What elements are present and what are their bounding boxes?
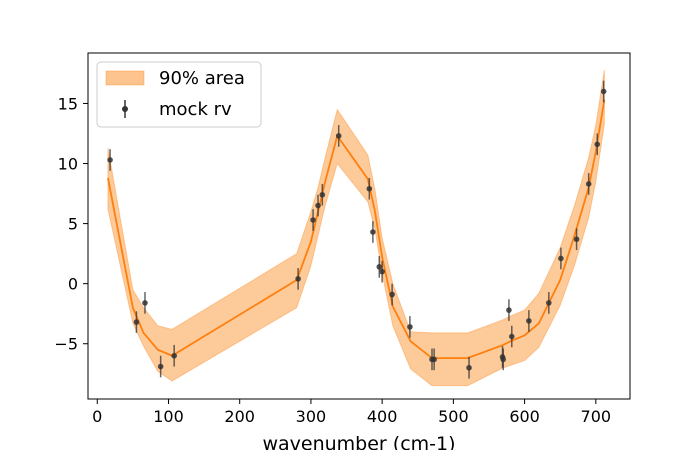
point-marker	[295, 276, 301, 282]
data-point	[370, 221, 376, 243]
point-marker	[315, 202, 321, 209]
data-point	[315, 194, 321, 217]
point-marker	[546, 300, 552, 306]
point-marker	[310, 217, 316, 223]
data-point	[600, 80, 607, 103]
x-tick-label: 300	[296, 407, 327, 426]
data-point	[142, 292, 148, 314]
y-axis: −5 0 5 10 15	[54, 94, 88, 354]
data-point	[500, 348, 507, 371]
y-tick-label: 10	[58, 155, 78, 174]
point-marker	[431, 356, 437, 363]
data-point	[508, 325, 515, 348]
data-point	[379, 260, 385, 283]
point-marker	[376, 264, 383, 270]
x-axis: 0 100 200 300 400 500 600 700	[92, 399, 611, 426]
axes-frame	[87, 52, 631, 400]
point-marker	[142, 300, 148, 306]
data-point	[585, 173, 592, 195]
point-marker	[157, 363, 164, 370]
data-point	[310, 209, 316, 231]
point-marker	[508, 333, 515, 340]
data-point	[466, 356, 472, 379]
point-marker	[407, 324, 413, 330]
data-point	[546, 292, 552, 314]
data-point	[157, 355, 164, 378]
point-marker	[319, 191, 326, 198]
point-marker	[133, 319, 140, 325]
point-marker	[585, 181, 592, 187]
data-point	[526, 310, 532, 332]
point-marker	[466, 364, 472, 371]
point-marker	[366, 185, 373, 192]
point-marker	[558, 255, 564, 262]
point-marker	[594, 141, 601, 148]
x-tick-label: 600	[509, 407, 540, 426]
y-tick-label: −5	[54, 335, 78, 354]
data-point	[594, 133, 601, 156]
point-marker	[379, 268, 385, 275]
x-tick-label: 100	[153, 407, 184, 426]
x-tick-label: 700	[581, 407, 612, 426]
data-point	[171, 344, 177, 367]
point-marker	[171, 352, 177, 359]
data-point	[295, 268, 301, 290]
data-point	[431, 348, 437, 371]
point-marker	[370, 229, 376, 235]
legend-point-swatch	[122, 106, 128, 112]
point-marker	[107, 157, 113, 163]
data-point	[335, 125, 342, 147]
point-marker	[335, 133, 342, 139]
x-axis-label: wavenumber (cm-1)	[262, 433, 455, 450]
data-point	[366, 177, 373, 200]
data-point	[389, 283, 395, 306]
legend-label-mock-rv: mock rv	[159, 99, 232, 120]
data-point	[506, 299, 512, 321]
data-point	[376, 256, 383, 278]
point-marker	[600, 88, 607, 95]
data-point	[573, 228, 580, 251]
x-tick-label: 400	[367, 407, 398, 426]
point-marker	[526, 318, 532, 324]
data-point	[107, 149, 113, 171]
plot-area	[107, 69, 607, 387]
y-tick-label: 5	[68, 215, 78, 234]
legend-band-swatch	[105, 70, 145, 86]
point-marker	[506, 307, 512, 313]
x-tick-label: 500	[438, 407, 469, 426]
legend-label-90-area: 90% area	[159, 68, 245, 89]
y-tick-label: 0	[68, 275, 78, 294]
legend: 90% area mock rv	[96, 61, 262, 128]
data-point	[407, 316, 413, 338]
confidence-band	[107, 69, 605, 387]
data-point	[319, 183, 326, 206]
data-point	[558, 247, 564, 270]
data-point	[133, 311, 140, 333]
point-marker	[389, 291, 395, 298]
y-tick-label: 15	[58, 94, 78, 113]
median-line	[107, 99, 606, 360]
point-marker	[573, 236, 580, 243]
point-marker	[500, 356, 507, 363]
x-tick-label: 0	[92, 407, 102, 426]
x-tick-label: 200	[224, 407, 255, 426]
